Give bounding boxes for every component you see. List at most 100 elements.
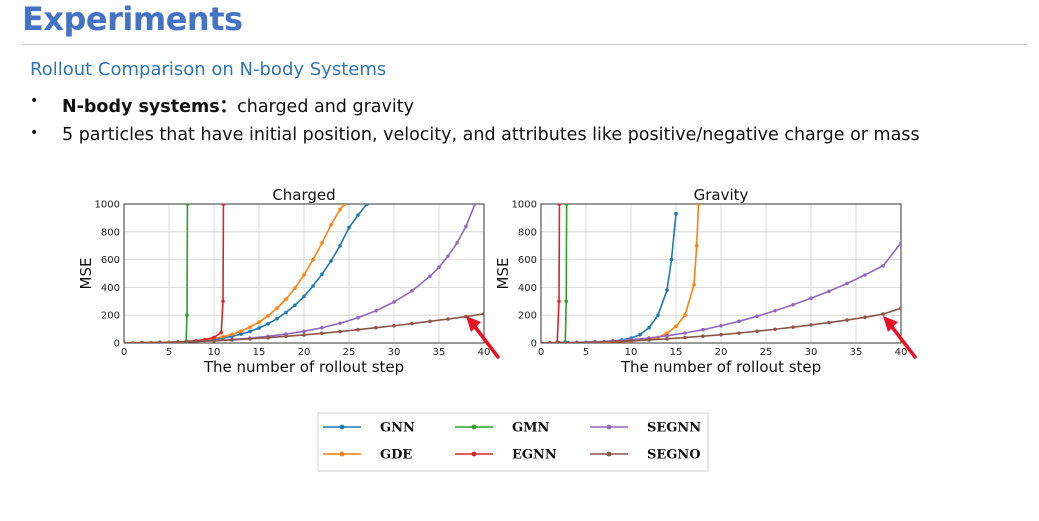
legend-marker-egnn xyxy=(471,451,477,457)
data-point-gnn xyxy=(593,340,597,343)
data-point-segno xyxy=(410,321,414,326)
data-point-gnn xyxy=(329,259,333,263)
data-point-segno xyxy=(863,315,867,320)
red-arrow-icon xyxy=(887,321,917,359)
legend-marker-segnn xyxy=(606,424,612,430)
y-tick-label: 1000 xyxy=(512,200,537,211)
data-point-segno xyxy=(140,340,144,343)
data-point-gnn xyxy=(647,325,651,330)
x-tick-label: 5 xyxy=(583,347,589,358)
data-point-segno xyxy=(611,339,615,343)
data-point-gnn xyxy=(347,225,351,230)
y-tick-label: 800 xyxy=(518,227,537,238)
data-point-gnn xyxy=(124,341,126,343)
data-point-segnn xyxy=(827,289,831,294)
data-point-gnn xyxy=(140,341,144,343)
data-point-gnn xyxy=(320,272,324,276)
x-tick-label: 0 xyxy=(538,347,544,358)
data-point-segno xyxy=(356,327,360,332)
data-point-gnn xyxy=(311,284,315,288)
data-point-gde xyxy=(185,339,189,343)
data-point-segno xyxy=(773,327,777,332)
data-point-gde xyxy=(647,337,651,342)
data-point-egnn xyxy=(557,204,562,206)
x-tick-label: 10 xyxy=(208,347,221,358)
data-point-segno xyxy=(158,340,162,343)
data-point-gmn xyxy=(185,313,189,318)
legend-marker-gde xyxy=(339,451,345,457)
data-point-segnn xyxy=(140,340,144,343)
y-tick-label: 600 xyxy=(518,255,537,266)
data-point-gnn xyxy=(167,340,171,343)
data-point-egnn xyxy=(124,341,126,343)
data-point-gnn xyxy=(575,340,579,343)
y-tick-label: 400 xyxy=(101,283,120,294)
data-point-gde xyxy=(656,335,660,340)
data-point-segno xyxy=(212,338,216,343)
data-point-gnn xyxy=(566,340,570,343)
data-point-segnn xyxy=(881,264,885,268)
data-point-segno xyxy=(428,319,432,324)
data-point-gde xyxy=(239,329,243,333)
x-tick-label: 40 xyxy=(478,347,491,358)
data-point-segno xyxy=(124,341,126,343)
y-axis-label: MSE xyxy=(77,258,95,290)
data-point-segnn xyxy=(647,336,651,340)
chart-title: Gravity xyxy=(694,186,749,204)
data-point-gde xyxy=(683,313,687,318)
data-point-gnn xyxy=(131,341,135,343)
x-tick-label: 5 xyxy=(166,347,172,358)
x-tick-label: 30 xyxy=(388,347,401,358)
bullet-body: charged and gravity xyxy=(237,97,414,117)
x-tick-label: 40 xyxy=(895,347,908,358)
data-point-segnn xyxy=(593,339,597,343)
chart-0: 0 5 10 15 20 25 30 35 4002004006008001000Charged… xyxy=(77,186,500,376)
data-point-segnn xyxy=(863,273,867,277)
data-point-segno xyxy=(647,338,651,342)
data-point-segno xyxy=(845,318,849,322)
title-divider xyxy=(22,44,1027,45)
data-point-segnn xyxy=(899,241,901,245)
data-point-gnn xyxy=(239,332,243,336)
data-point-gde xyxy=(221,334,225,339)
data-point-segnn xyxy=(701,327,705,332)
data-point-gnn xyxy=(541,341,543,343)
data-point-gde xyxy=(140,341,144,343)
data-point-gmn xyxy=(564,299,568,304)
data-point-segnn xyxy=(557,340,561,343)
data-point-segno xyxy=(593,340,597,343)
data-point-gmn xyxy=(548,341,552,343)
data-point-gde xyxy=(149,340,153,343)
data-point-gnn xyxy=(584,340,588,343)
data-point-segno xyxy=(230,338,234,342)
legend-label-gmn: GMN xyxy=(512,421,549,436)
data-point-egnn xyxy=(555,340,559,343)
data-point-gmn xyxy=(541,341,543,343)
data-point-gmn xyxy=(176,340,180,343)
data-point-gde xyxy=(692,282,696,287)
data-point-segno xyxy=(665,337,669,341)
legend-label-segnn: SEGNN xyxy=(647,421,701,436)
x-tick-label: 20 xyxy=(298,347,311,358)
data-point-egnn xyxy=(548,341,552,343)
data-point-gmn xyxy=(557,340,561,343)
x-tick-label: 20 xyxy=(715,347,728,358)
data-point-gnn xyxy=(611,339,615,343)
data-point-segno xyxy=(827,320,831,325)
data-point-egnn xyxy=(212,335,216,340)
y-tick-label: 200 xyxy=(101,311,120,322)
data-point-segno xyxy=(302,333,306,337)
series-line-gnn xyxy=(124,204,368,343)
data-point-segnn xyxy=(428,274,432,279)
y-axis-label: MSE xyxy=(494,258,512,290)
data-point-segnn xyxy=(473,204,477,206)
legend-label-gnn: GNN xyxy=(380,421,415,436)
data-point-gde xyxy=(674,324,678,329)
legend-marker-segno xyxy=(606,451,612,457)
red-arrowhead-icon xyxy=(466,316,481,332)
data-point-gnn xyxy=(185,339,189,343)
data-point-segno xyxy=(320,331,324,336)
data-point-segno xyxy=(541,341,543,343)
chart-title: Charged xyxy=(272,186,335,204)
data-point-segnn xyxy=(284,332,288,336)
